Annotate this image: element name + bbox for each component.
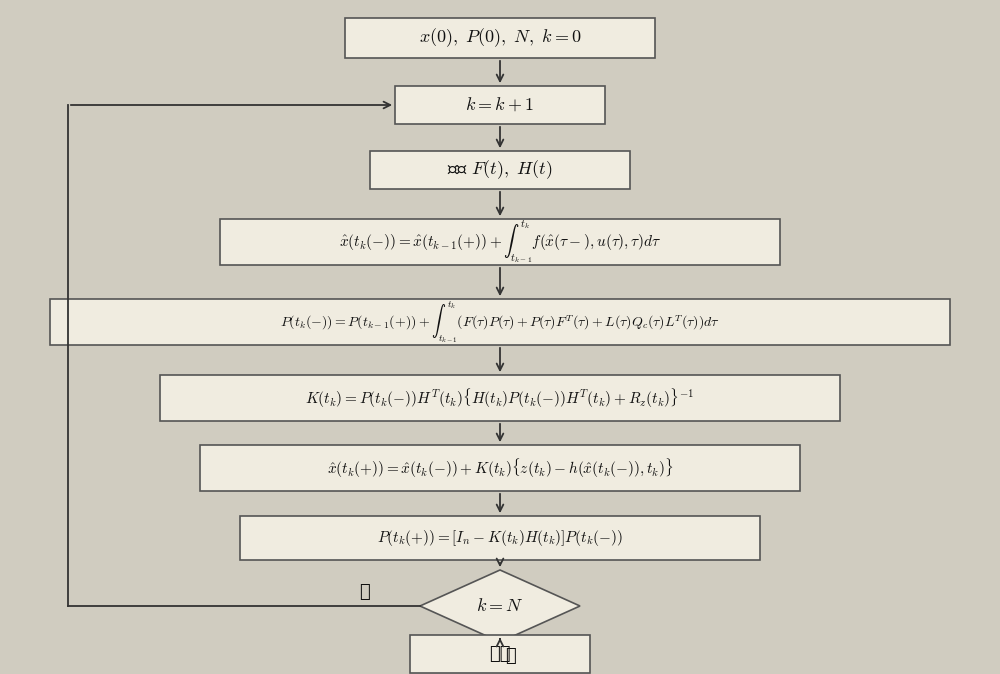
Text: $\hat{x}(t_k(-))=\hat{x}(t_{k-1}(+))+\int_{t_{k-1}}^{t_k} f(\hat{x}(\tau-),u(\ta: $\hat{x}(t_k(-))=\hat{x}(t_{k-1}(+))+\in… bbox=[339, 218, 661, 266]
Bar bbox=[410, 635, 590, 673]
Text: 结束: 结束 bbox=[489, 645, 511, 663]
Text: $k=N$: $k=N$ bbox=[476, 597, 524, 615]
Text: $\hat{x}(t_k(+))=\hat{x}(t_k(-))+K(t_k)\{z(t_k)-h(\hat{x}(t_k(-)),t_k)\}$: $\hat{x}(t_k(+))=\hat{x}(t_k(-))+K(t_k)\… bbox=[327, 456, 673, 480]
Text: $x(0),\ P(0),\ N,\ k=0$: $x(0),\ P(0),\ N,\ k=0$ bbox=[419, 27, 581, 49]
Text: 否: 否 bbox=[360, 583, 370, 601]
Text: $k=k+1$: $k=k+1$ bbox=[465, 96, 535, 114]
Bar bbox=[160, 375, 840, 421]
Bar bbox=[395, 86, 605, 124]
Text: $K(t_k)=P(t_k(-))H^T(t_k)\{H(t_k)P(t_k(-))H^T(t_k)+R_z(t_k)\}^{-1}$: $K(t_k)=P(t_k(-))H^T(t_k)\{H(t_k)P(t_k(-… bbox=[305, 386, 695, 410]
Bar bbox=[220, 219, 780, 265]
Text: $P(t_k(+))=[I_n-K(t_k)H(t_k)]P(t_k(-))$: $P(t_k(+))=[I_n-K(t_k)H(t_k)]P(t_k(-))$ bbox=[377, 528, 623, 548]
Bar bbox=[50, 299, 950, 345]
Text: 是: 是 bbox=[505, 647, 515, 665]
Polygon shape bbox=[420, 570, 580, 642]
Text: $P(t_k(-))=P(t_{k-1}(+))+\int_{t_{k-1}}^{t_k}(F(\tau)P(\tau)+P(\tau)F^T(\tau)+L(: $P(t_k(-))=P(t_{k-1}(+))+\int_{t_{k-1}}^… bbox=[280, 299, 720, 345]
Text: 计算 $F(t),\ H(t)$: 计算 $F(t),\ H(t)$ bbox=[447, 158, 553, 181]
Bar bbox=[370, 151, 630, 189]
Bar bbox=[345, 18, 655, 58]
Bar bbox=[200, 445, 800, 491]
Bar bbox=[240, 516, 760, 560]
